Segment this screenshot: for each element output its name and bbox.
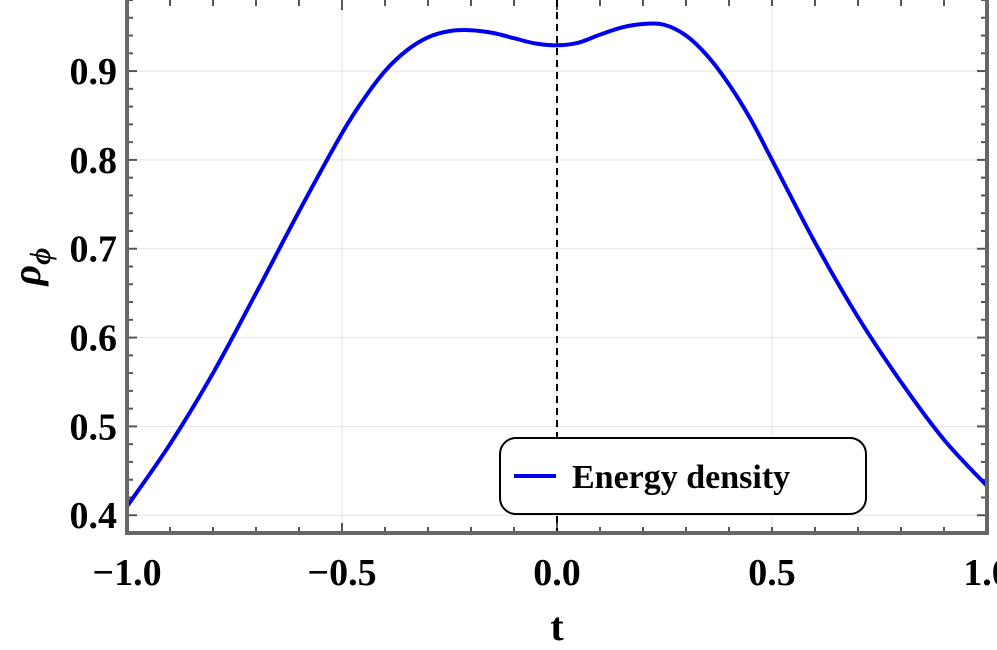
x-tick-labels: −1.0 −0.5 0.0 0.5 1.0 <box>92 552 997 594</box>
y-tick-labels: 0.4 0.5 0.6 0.7 0.8 0.9 <box>70 51 118 537</box>
y-axis-label-subscript: ϕ <box>24 248 57 265</box>
legend-entry-energy-density: Energy density <box>572 459 790 496</box>
x-tick-label: 0.0 <box>533 552 581 594</box>
y-tick-label: 0.7 <box>70 229 118 271</box>
x-tick-label: 0.5 <box>748 552 796 594</box>
y-tick-label: 0.5 <box>70 406 118 448</box>
y-axis-label-main: ρ <box>4 265 49 287</box>
y-tick-label: 0.6 <box>70 318 118 360</box>
x-tick-label: −0.5 <box>307 552 376 594</box>
y-axis-label: ρϕ <box>4 248 57 287</box>
legend-box <box>499 437 867 515</box>
x-axis-label: t <box>550 604 564 649</box>
series-line-energy-density <box>125 21 989 508</box>
x-tick-label: 1.0 <box>963 552 997 594</box>
x-tick-label: −1.0 <box>92 552 161 594</box>
y-tick-label: 0.8 <box>70 140 118 182</box>
series-layer <box>125 21 989 508</box>
y-tick-label: 0.4 <box>70 495 118 537</box>
plot-frame <box>125 0 989 535</box>
y-tick-label: 0.9 <box>70 51 118 93</box>
legend: Energy density <box>499 437 867 515</box>
